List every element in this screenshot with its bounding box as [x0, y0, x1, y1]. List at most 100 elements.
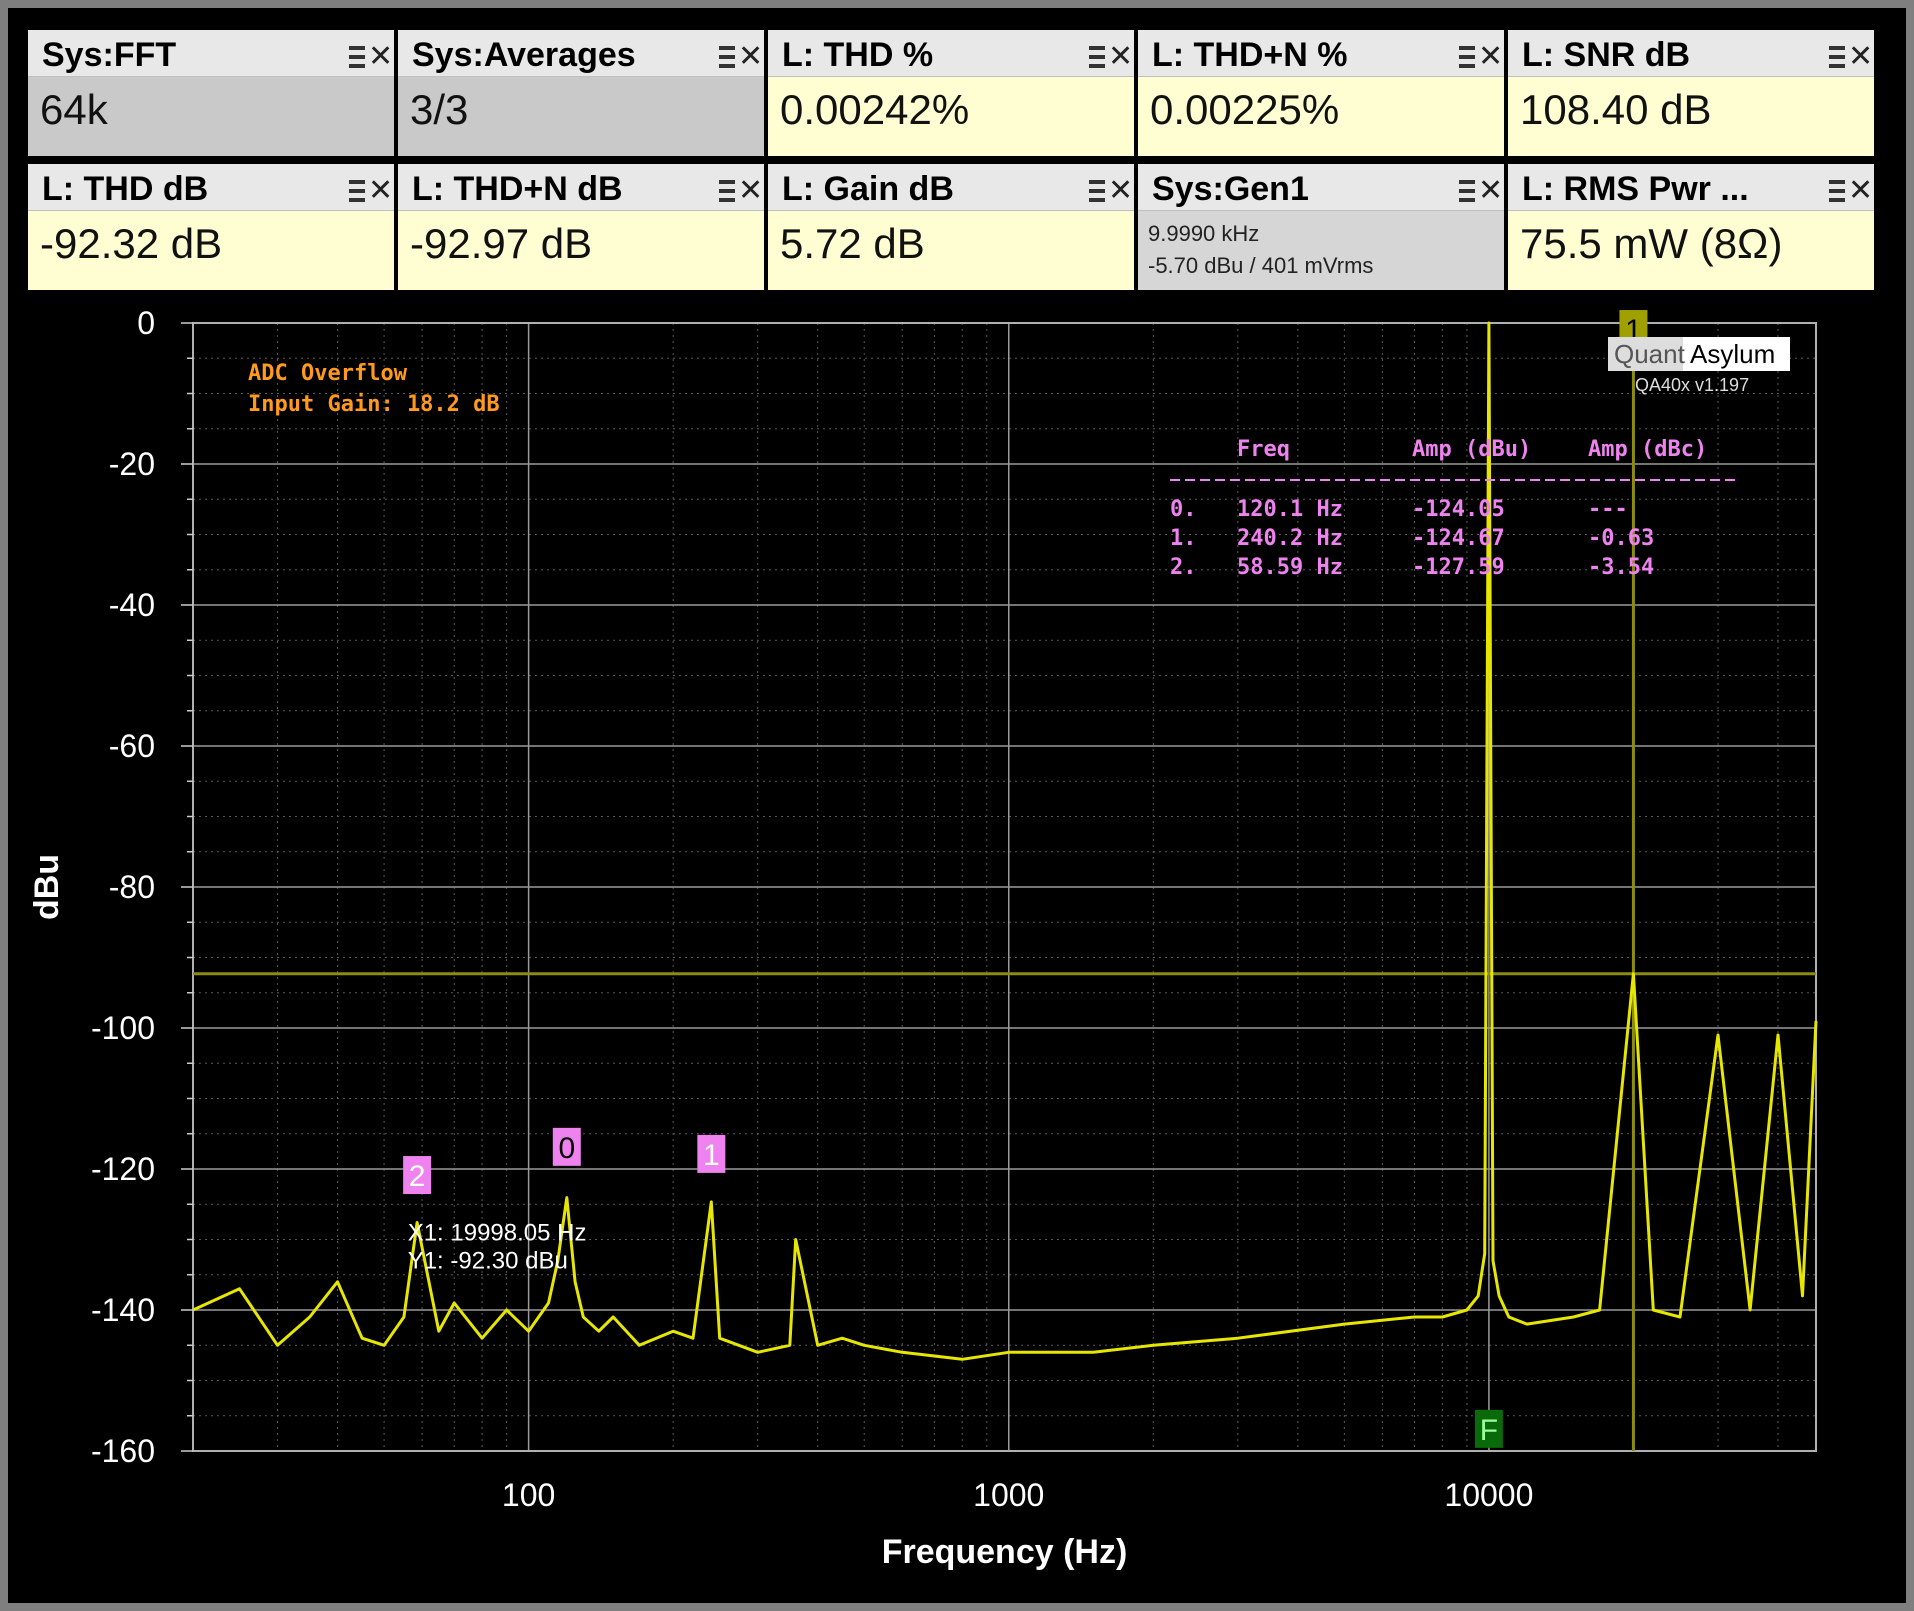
peak-marker-0-label: 0 [558, 1132, 575, 1165]
close-icon[interactable]: ✕ [1478, 39, 1504, 74]
tile-sys-averages[interactable]: Sys:Averages ✕ 3/3 [398, 30, 764, 156]
y-tick-label: -60 [109, 728, 155, 764]
tile-title: L: THD % [782, 36, 934, 74]
tile-thd-percent[interactable]: L: THD % ✕ 0.00242% [768, 30, 1134, 156]
y-tick-label: -40 [109, 587, 155, 623]
tile-title: Sys:Gen1 [1152, 170, 1309, 208]
tile-title: L: THD dB [42, 170, 209, 208]
cursor-readout-x: X1: 19998.05 Hz [408, 1219, 587, 1246]
menu-icon[interactable] [349, 178, 365, 202]
menu-icon[interactable] [1829, 178, 1845, 202]
input-gain-note: Input Gain: 18.2 dB [248, 392, 500, 417]
generator-frequency: 9.9990 kHz [1148, 221, 1260, 246]
close-icon[interactable]: ✕ [1478, 173, 1504, 208]
tile-value: 0.00242% [780, 86, 970, 133]
peak-marker-0-box [552, 1127, 581, 1166]
menu-icon[interactable] [719, 44, 735, 68]
tile-header [28, 164, 394, 211]
tile-value: 75.5 mW (8Ω) [1520, 220, 1783, 267]
peak-table-cell: 2. [1170, 555, 1197, 580]
y-tick-label: -80 [109, 869, 155, 905]
menu-icon[interactable] [1459, 44, 1475, 68]
tile-thdn-db[interactable]: L: THD+N dB ✕ -92.97 dB [398, 164, 764, 290]
tile-value: 3/3 [410, 86, 469, 133]
close-icon[interactable]: ✕ [738, 173, 764, 208]
tile-header [1508, 164, 1874, 211]
menu-icon[interactable] [719, 178, 735, 202]
tile-title: Sys:FFT [42, 36, 177, 74]
logo-text-right: Asylum [1690, 339, 1775, 369]
fundamental-marker-label: F [1480, 1414, 1498, 1447]
peak-table-cell: 0. [1170, 497, 1197, 522]
tile-snr-db[interactable]: L: SNR dB ✕ 108.40 dB [1508, 30, 1874, 156]
tile-value: -92.97 dB [410, 220, 593, 267]
logo-text-left: Quant [1614, 339, 1686, 369]
tile-title: L: SNR dB [1522, 36, 1691, 74]
y-tick-label: -20 [109, 446, 155, 482]
tile-value: 5.72 dB [780, 220, 925, 267]
tile-header [398, 30, 764, 77]
generator-readout: 9.9990 kHz -5.70 dBu / 401 mVrms [1148, 218, 1373, 282]
menu-icon[interactable] [1459, 178, 1475, 202]
tile-sys-gen1[interactable]: Sys:Gen1 ✕ 9.9990 kHz -5.70 dBu / 401 mV… [1138, 164, 1504, 290]
y-tick-label: -140 [91, 1292, 155, 1328]
menu-icon[interactable] [349, 44, 365, 68]
peak-table-cell: -127.59 [1412, 555, 1505, 580]
spectrum-trace [192, 321, 1818, 1361]
y-tick-label: -120 [91, 1151, 155, 1187]
close-icon[interactable]: ✕ [368, 173, 394, 208]
peak-marker-2-box [403, 1156, 432, 1195]
menu-icon[interactable] [1829, 44, 1845, 68]
peak-table-cell: 120.1 Hz [1237, 497, 1343, 522]
tile-value: 108.40 dB [1520, 86, 1712, 133]
peak-table-header: Freq [1237, 437, 1290, 462]
tile-value: -92.32 dB [40, 220, 223, 267]
tile-sys-fft[interactable]: Sys:FFT ✕ 64k [28, 30, 394, 156]
tile-header [1138, 164, 1504, 211]
x-tick-label: 10000 [1444, 1477, 1533, 1513]
y-tick-label: -160 [91, 1433, 155, 1469]
tile-title: L: THD+N % [1152, 36, 1348, 74]
tile-thdn-percent[interactable]: L: THD+N % ✕ 0.00225% [1138, 30, 1504, 156]
tile-header [1138, 30, 1504, 77]
peak-marker-2-label: 2 [409, 1160, 426, 1193]
close-icon[interactable]: ✕ [1108, 173, 1134, 208]
logo-left-panel [1608, 337, 1683, 371]
x-tick-label: 100 [502, 1477, 555, 1513]
peak-table-cell: 240.2 Hz [1237, 526, 1343, 551]
peak-table-header: Amp (dBu) [1412, 437, 1531, 462]
close-icon[interactable]: ✕ [1848, 39, 1874, 74]
tile-value: 64k [40, 86, 108, 133]
y-tick-label: 0 [137, 305, 155, 341]
close-icon[interactable]: ✕ [1848, 173, 1874, 208]
tile-rms-power[interactable]: L: RMS Pwr ... ✕ 75.5 mW (8Ω) [1508, 164, 1874, 290]
tile-value: 0.00225% [1150, 86, 1340, 133]
cursor-readout-y: Y1: -92.30 dBu [408, 1248, 568, 1275]
tile-header [398, 164, 764, 211]
peak-table-cell: -124.05 [1412, 497, 1505, 522]
tile-gain-db[interactable]: L: Gain dB ✕ 5.72 dB [768, 164, 1134, 290]
peak-table-cell: -124.67 [1412, 526, 1505, 551]
menu-icon[interactable] [1089, 178, 1105, 202]
generator-level: -5.70 dBu / 401 mVrms [1148, 253, 1374, 278]
peak-table-cell: -3.54 [1588, 555, 1654, 580]
fundamental-marker-box [1474, 1409, 1503, 1448]
close-icon[interactable]: ✕ [738, 39, 764, 74]
menu-icon[interactable] [1089, 44, 1105, 68]
close-icon[interactable]: ✕ [368, 39, 394, 74]
peak-table-cell: 1. [1170, 526, 1197, 551]
tile-header [768, 164, 1134, 211]
tile-title: L: THD+N dB [412, 170, 623, 208]
adc-overflow-warning: ADC Overflow [248, 361, 408, 386]
peak-table-cell: 58.59 Hz [1237, 555, 1343, 580]
tile-title: L: RMS Pwr ... [1522, 170, 1749, 208]
close-icon[interactable]: ✕ [1108, 39, 1134, 74]
tile-header [1508, 30, 1874, 77]
y-axis-label: dBu [28, 854, 66, 920]
peak-marker-1-label: 1 [703, 1139, 720, 1172]
tile-header [28, 30, 394, 77]
tile-thd-db[interactable]: L: THD dB ✕ -92.32 dB [28, 164, 394, 290]
version-label: QA40x v1.197 [1635, 375, 1749, 395]
peak-marker-1-box [697, 1134, 726, 1173]
